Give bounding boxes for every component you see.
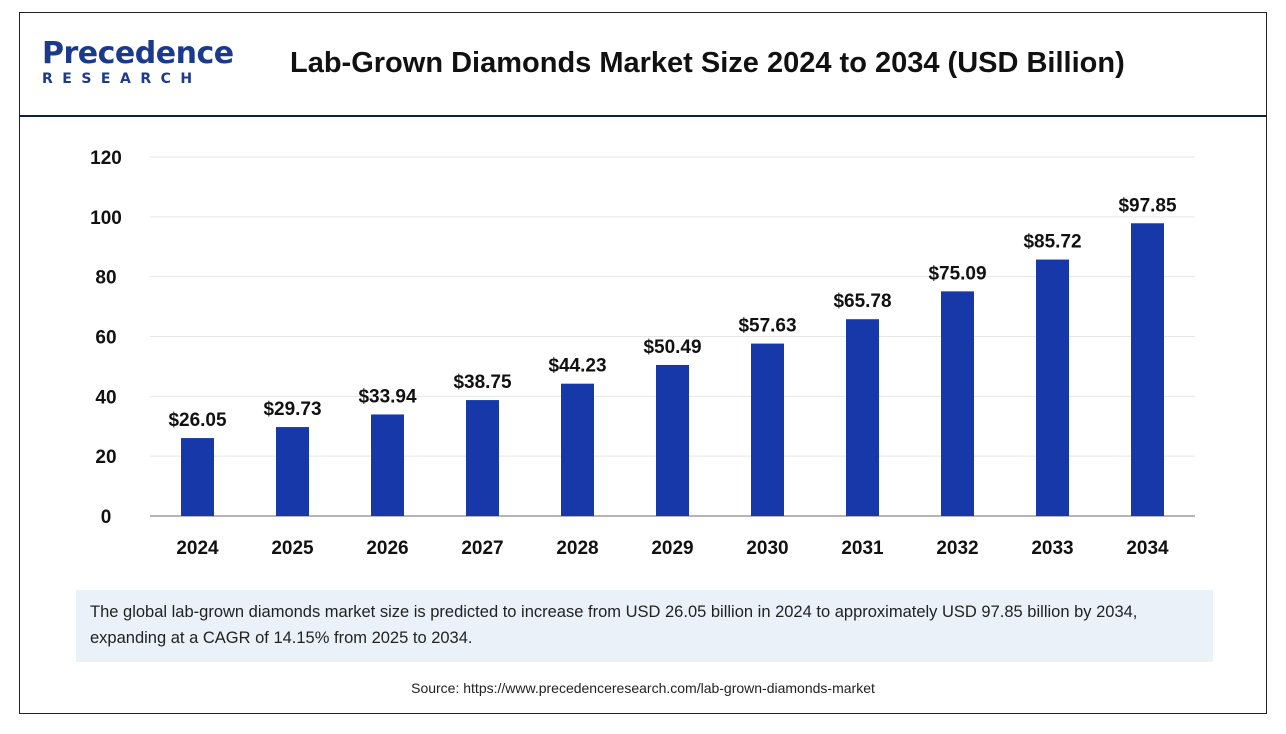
data-label: $29.73 bbox=[263, 399, 321, 420]
bar-2030 bbox=[751, 343, 784, 516]
x-tick-label: 2033 bbox=[1031, 538, 1073, 559]
y-tick-label: 20 bbox=[95, 447, 116, 468]
data-label: $85.72 bbox=[1023, 232, 1081, 253]
data-label: $33.94 bbox=[358, 386, 417, 407]
precedence-research-logo: Precedence RESEARCH bbox=[42, 36, 234, 99]
bar-2024 bbox=[181, 438, 214, 516]
bar-2026 bbox=[371, 414, 404, 516]
x-tick-label: 2027 bbox=[461, 538, 503, 559]
y-tick-label: 40 bbox=[95, 387, 116, 408]
x-tick-label: 2025 bbox=[271, 538, 314, 559]
x-tick-label: 2030 bbox=[746, 538, 788, 559]
data-label: $65.78 bbox=[833, 291, 891, 312]
data-labels: $26.05 $29.73 $33.94 $38.75 $44.23 $50.49 $57.… bbox=[168, 195, 1177, 431]
bar-2031 bbox=[846, 319, 879, 516]
caption-box: The global lab-grown diamonds market siz… bbox=[76, 590, 1213, 662]
bar-2033 bbox=[1036, 259, 1069, 516]
y-tick-label: 60 bbox=[95, 328, 116, 349]
x-axis-ticks: 2024 2025 2026 2027 2028 2029 2030 2031 2032 2033… bbox=[176, 538, 1169, 559]
data-label: $38.75 bbox=[453, 372, 512, 393]
data-label: $75.09 bbox=[928, 263, 986, 284]
caption-text: The global lab-grown diamonds market siz… bbox=[90, 603, 1138, 647]
y-tick-label: 120 bbox=[90, 148, 122, 169]
y-tick-label: 0 bbox=[101, 507, 112, 528]
bar-2034 bbox=[1131, 223, 1164, 516]
bars bbox=[181, 223, 1164, 516]
header: Precedence RESEARCH Lab-Grown Diamonds M… bbox=[20, 13, 1266, 117]
bar-2028 bbox=[561, 383, 594, 516]
bar-2025 bbox=[276, 427, 309, 516]
data-label: $26.05 bbox=[168, 410, 227, 431]
x-tick-label: 2029 bbox=[651, 538, 693, 559]
x-tick-label: 2031 bbox=[841, 538, 884, 559]
y-axis-ticks: 0 20 40 60 80 100 120 bbox=[90, 148, 122, 528]
x-tick-label: 2028 bbox=[556, 538, 598, 559]
data-label: $57.63 bbox=[738, 316, 796, 337]
data-label: $44.23 bbox=[548, 356, 606, 377]
data-label: $50.49 bbox=[643, 337, 701, 358]
y-tick-label: 100 bbox=[90, 208, 122, 229]
x-tick-label: 2026 bbox=[366, 538, 408, 559]
source-text: Source: https://www.precedenceresearch.c… bbox=[411, 680, 875, 696]
logo-subtitle: RESEARCH bbox=[42, 71, 202, 87]
bar-2032 bbox=[941, 291, 974, 516]
data-label: $97.85 bbox=[1118, 195, 1177, 216]
bar-2029 bbox=[656, 364, 689, 516]
bar-2027 bbox=[466, 400, 499, 516]
x-tick-label: 2032 bbox=[936, 538, 978, 559]
x-tick-label: 2034 bbox=[1126, 538, 1169, 559]
chart-title: Lab-Grown Diamonds Market Size 2024 to 2… bbox=[290, 47, 1125, 79]
x-tick-label: 2024 bbox=[176, 538, 219, 559]
y-tick-label: 80 bbox=[95, 268, 116, 289]
logo-wordmark: Precedence bbox=[42, 36, 234, 71]
